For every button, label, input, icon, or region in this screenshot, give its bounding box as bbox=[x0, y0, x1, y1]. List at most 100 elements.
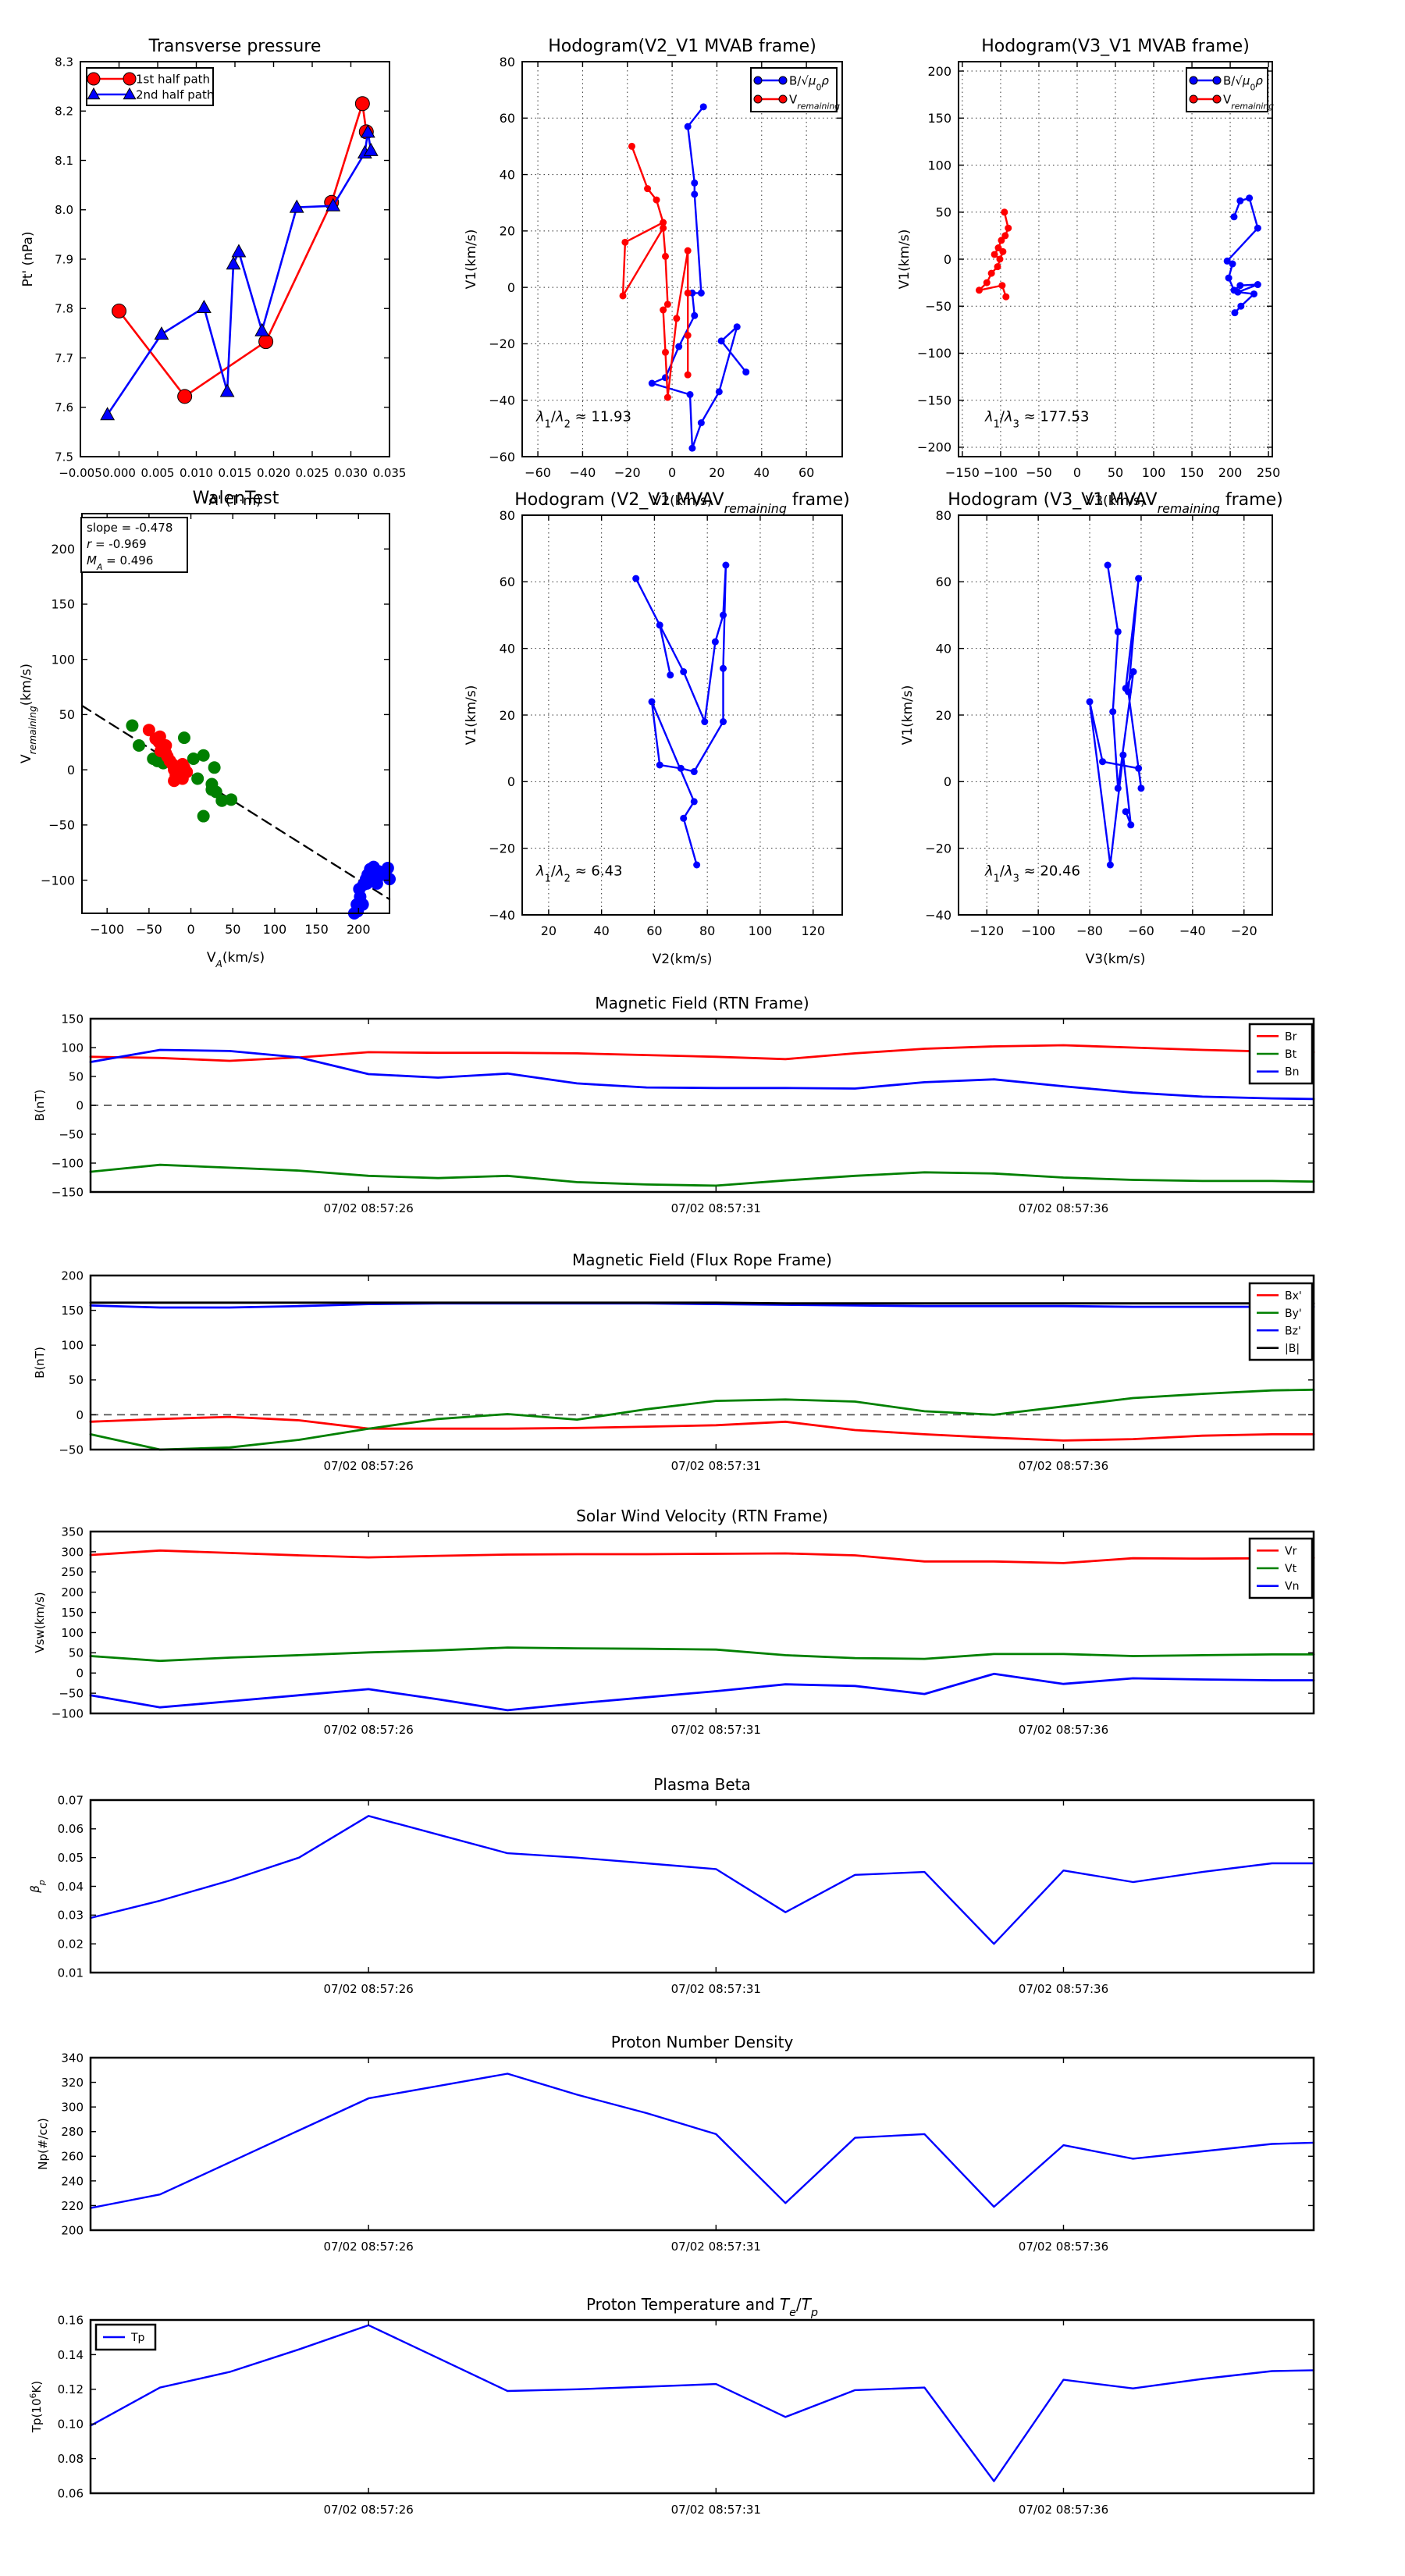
x-tick-label: 07/02 08:57:36 bbox=[1019, 1201, 1108, 1215]
legend-label: B/√μ0ρ bbox=[789, 73, 829, 92]
x-tick-label: 07/02 08:57:31 bbox=[671, 1201, 761, 1215]
legend: Tp bbox=[94, 2323, 157, 2351]
x-tick-label: −150 bbox=[945, 465, 980, 480]
series-Br bbox=[89, 1044, 1315, 1062]
legend-label: Vr bbox=[1285, 1545, 1297, 1557]
y-tick-label: 0.16 bbox=[58, 2313, 84, 2327]
x-tick-label: 0 bbox=[1073, 465, 1081, 480]
y-tick-label: 50 bbox=[936, 205, 951, 220]
x-tick-label: 150 bbox=[1180, 465, 1204, 480]
x-tick-label: 0.010 bbox=[180, 466, 213, 480]
series-group-blue bbox=[347, 860, 396, 920]
plot-title: Plasma Beta bbox=[653, 1775, 751, 1794]
x-tick-label: 07/02 08:57:36 bbox=[1019, 1982, 1108, 1996]
y-tick-label: 7.9 bbox=[55, 252, 73, 266]
x-tick-label: 07/02 08:57:31 bbox=[671, 2240, 761, 2254]
y-tick-label: −100 bbox=[41, 873, 75, 888]
x-tick-label: 07/02 08:57:31 bbox=[671, 2503, 761, 2517]
y-tick-label: 0.06 bbox=[58, 1822, 84, 1836]
y-tick-label: 0.08 bbox=[58, 2452, 84, 2466]
series-hodogram-path bbox=[1086, 561, 1145, 869]
x-tick-label: 100 bbox=[263, 922, 287, 937]
x-tick-label: 07/02 08:57:26 bbox=[323, 2503, 413, 2517]
y-tick-label: 40 bbox=[500, 641, 515, 656]
plot-walen-test: −100 −50 0 50 100 150 200 −100 −50 0 50 100 150 200 Wa… bbox=[19, 489, 396, 970]
y-tick-label: −20 bbox=[489, 336, 515, 351]
plot-title: Hodogram(V2_V1 MVAB frame) bbox=[548, 37, 816, 56]
x-axis-label: A' (T·m) bbox=[208, 493, 261, 509]
y-tick-label: 80 bbox=[936, 508, 951, 523]
x-tick-label: 40 bbox=[754, 465, 770, 480]
legend-label: Bt bbox=[1285, 1048, 1297, 1061]
ticks bbox=[91, 2057, 1314, 2231]
axes-frame bbox=[89, 1530, 1315, 1715]
y-tick-label: 50 bbox=[69, 1069, 84, 1083]
ticks bbox=[91, 1799, 1314, 1973]
y-tick-label: −200 bbox=[917, 440, 951, 455]
series-group-red bbox=[142, 724, 194, 788]
x-tick-label: −20 bbox=[614, 465, 641, 480]
series-hodogram-path bbox=[632, 561, 730, 869]
series-2nd-half-path bbox=[100, 124, 379, 421]
y-tick-label: 0.01 bbox=[58, 1966, 84, 1980]
x-tick-label: −120 bbox=[969, 923, 1004, 938]
y-tick-label: 8.2 bbox=[55, 105, 73, 119]
y-tick-label: 20 bbox=[936, 708, 951, 723]
y-tick-label: 100 bbox=[927, 158, 951, 173]
legend: Vr Vt Vn bbox=[1248, 1537, 1314, 1599]
y-tick-label: 200 bbox=[51, 542, 75, 557]
y-tick-label: −60 bbox=[489, 450, 515, 464]
grid bbox=[522, 514, 842, 916]
grid bbox=[522, 61, 842, 457]
legend-label: |B| bbox=[1285, 1343, 1300, 1355]
y-tick-label: −40 bbox=[489, 908, 515, 923]
y-tick-label: 50 bbox=[69, 1373, 84, 1387]
y-tick-label: 0.07 bbox=[58, 1793, 84, 1807]
plot-solar-wind-velocity: 07/02 08:57:26 07/02 08:57:31 07/02 08:57:… bbox=[33, 1507, 1315, 1737]
y-tick-label: 320 bbox=[61, 2076, 84, 2090]
series-B-over-sqrt-mu0rho bbox=[648, 103, 750, 452]
y-tick-label: −150 bbox=[917, 393, 951, 407]
y-tick-label: 150 bbox=[927, 111, 951, 126]
legend-label: Vt bbox=[1285, 1563, 1297, 1575]
annotation: λ1/λ2 ≈ 6.43 bbox=[535, 863, 623, 884]
y-tick-label: −50 bbox=[59, 1443, 84, 1457]
x-tick-label: −50 bbox=[136, 922, 162, 937]
x-tick-label: 07/02 08:57:26 bbox=[323, 2240, 413, 2254]
legend-label: By' bbox=[1285, 1308, 1302, 1320]
y-tick-label: 8.3 bbox=[55, 55, 73, 69]
x-tick-label: 0 bbox=[668, 465, 676, 480]
x-tick-label: 20 bbox=[709, 465, 724, 480]
series-beta-p bbox=[89, 1815, 1315, 1945]
y-tick-label: 250 bbox=[61, 1565, 84, 1579]
ticks bbox=[80, 61, 390, 457]
y-tick-label: 200 bbox=[61, 1585, 84, 1599]
y-tick-label: 8.1 bbox=[55, 154, 73, 168]
y-tick-label: 100 bbox=[61, 1041, 84, 1055]
y-tick-label: 0.14 bbox=[58, 2348, 84, 2362]
ticks bbox=[959, 62, 1272, 457]
annotation-text: r = -0.969 bbox=[87, 537, 147, 551]
y-tick-label: 8.0 bbox=[55, 203, 73, 217]
grid bbox=[959, 514, 1272, 916]
y-tick-label: −100 bbox=[52, 1156, 84, 1170]
annotation: λ1/λ3 ≈ 177.53 bbox=[984, 408, 1089, 430]
x-tick-label: −100 bbox=[1021, 923, 1055, 938]
y-tick-label: 200 bbox=[61, 2223, 84, 2237]
x-tick-label: 150 bbox=[304, 922, 329, 937]
legend-label: Vremaining bbox=[789, 92, 840, 111]
x-axis-label: V3(km/s) bbox=[1086, 952, 1146, 967]
series-Tp bbox=[89, 2324, 1315, 2482]
x-tick-label: −40 bbox=[1179, 923, 1206, 938]
ticks bbox=[522, 514, 842, 916]
x-tick-label: 50 bbox=[225, 922, 240, 937]
legend-label: Tp bbox=[130, 2332, 145, 2344]
y-tick-label: 0.10 bbox=[58, 2418, 84, 2432]
legend-label: B/√μ0ρ bbox=[1223, 73, 1263, 92]
x-tick-label: 200 bbox=[1218, 465, 1243, 480]
y-tick-label: 0.03 bbox=[58, 1909, 84, 1923]
ticks bbox=[91, 2319, 1314, 2494]
